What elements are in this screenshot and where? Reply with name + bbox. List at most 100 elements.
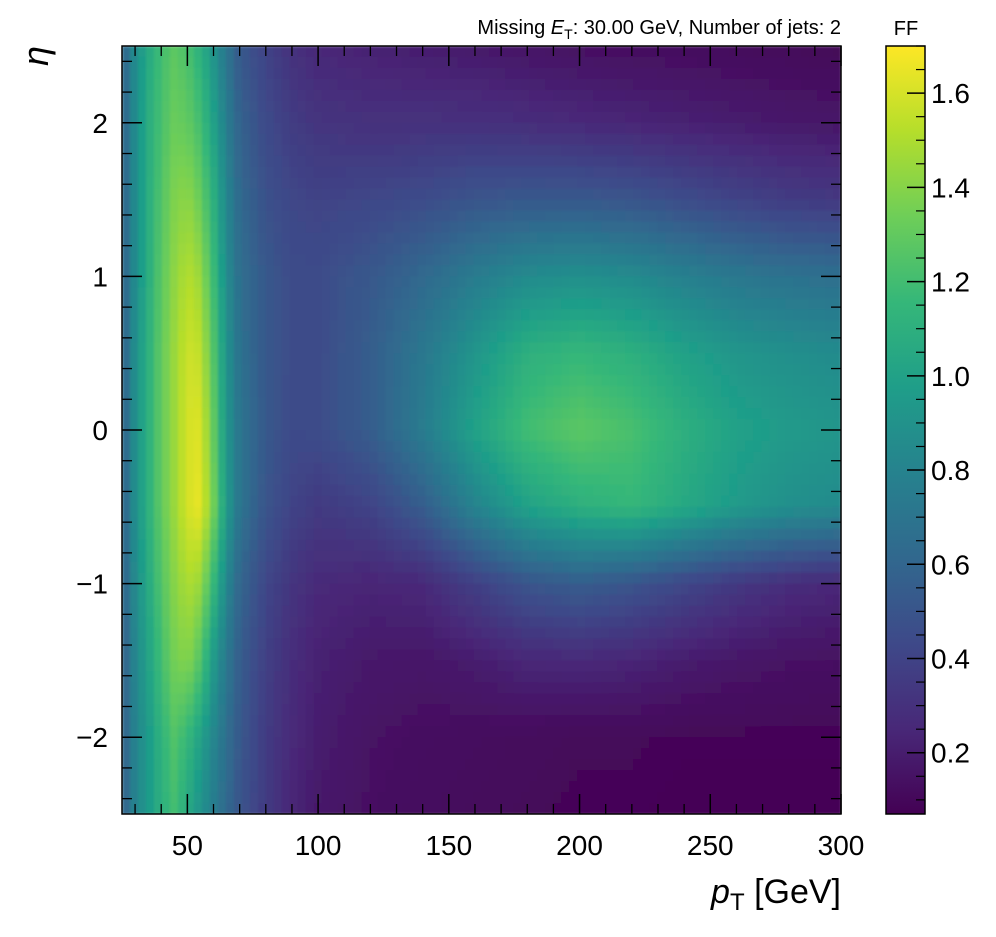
heatmap-cell bbox=[209, 616, 219, 629]
heatmap-cell bbox=[553, 353, 562, 365]
heatmap-cell bbox=[585, 517, 594, 530]
heatmap-cell bbox=[681, 309, 690, 321]
heatmap-cell bbox=[257, 342, 267, 354]
heatmap-cell bbox=[369, 144, 379, 157]
heatmap-cell bbox=[641, 440, 650, 453]
heatmap-cell bbox=[553, 78, 562, 91]
heatmap-cell bbox=[681, 605, 690, 618]
heatmap-cell bbox=[705, 67, 714, 80]
heatmap-cell bbox=[233, 495, 243, 508]
heatmap-cell bbox=[321, 111, 331, 124]
heatmap-cell bbox=[465, 342, 475, 354]
heatmap-cell bbox=[665, 89, 674, 102]
heatmap-cell bbox=[721, 111, 730, 124]
heatmap-cell bbox=[761, 397, 770, 409]
heatmap-cell bbox=[681, 408, 690, 420]
heatmap-cell bbox=[185, 265, 195, 277]
heatmap-cell bbox=[761, 276, 770, 288]
heatmap-cell bbox=[529, 111, 539, 124]
heatmap-cell bbox=[473, 594, 483, 607]
heatmap-cell bbox=[689, 89, 698, 102]
heatmap-cell bbox=[617, 517, 626, 530]
heatmap-cell bbox=[353, 89, 363, 102]
heatmap-cell bbox=[801, 473, 810, 486]
heatmap-cell bbox=[249, 539, 259, 552]
heatmap-cell bbox=[185, 100, 195, 113]
heatmap-cell bbox=[401, 331, 411, 343]
heatmap-cell bbox=[809, 265, 818, 277]
heatmap-cell bbox=[553, 473, 562, 486]
heatmap-cell bbox=[569, 287, 578, 299]
heatmap-cell bbox=[369, 638, 379, 651]
heatmap-cell bbox=[457, 440, 467, 453]
heatmap-cell bbox=[649, 627, 658, 640]
heatmap-cell bbox=[369, 550, 379, 563]
heatmap-cell bbox=[401, 46, 411, 58]
heatmap-cell bbox=[122, 594, 131, 607]
heatmap-cell bbox=[793, 561, 802, 574]
heatmap-cell bbox=[281, 397, 291, 409]
heatmap-cell bbox=[145, 506, 155, 519]
heatmap-cell bbox=[241, 550, 251, 563]
heatmap-cell bbox=[169, 210, 179, 223]
heatmap-cell bbox=[409, 572, 419, 585]
heatmap-cell bbox=[513, 320, 523, 332]
heatmap-cell bbox=[353, 473, 363, 486]
heatmap-cell bbox=[177, 210, 187, 223]
heatmap-cell bbox=[569, 46, 578, 58]
heatmap-cell bbox=[377, 397, 387, 409]
heatmap-cell bbox=[185, 440, 195, 453]
heatmap-cell bbox=[377, 506, 387, 519]
heatmap-cell bbox=[337, 265, 347, 277]
heatmap-cell bbox=[137, 528, 147, 541]
heatmap-cell bbox=[137, 517, 147, 530]
heatmap-cell bbox=[393, 298, 403, 310]
heatmap-cell bbox=[185, 320, 195, 332]
heatmap-cell bbox=[649, 594, 658, 607]
heatmap-cell bbox=[657, 440, 666, 453]
heatmap-cell bbox=[721, 287, 730, 299]
heatmap-cell bbox=[673, 386, 682, 398]
heatmap-cell bbox=[729, 133, 738, 146]
heatmap-cell bbox=[625, 408, 634, 420]
heatmap-cell bbox=[145, 386, 155, 398]
heatmap-cell bbox=[753, 265, 762, 277]
heatmap-cell bbox=[122, 583, 131, 596]
heatmap-cell bbox=[193, 243, 203, 256]
heatmap-cell bbox=[769, 144, 778, 157]
heatmap-cell bbox=[825, 111, 834, 124]
heatmap-cell bbox=[513, 583, 523, 596]
heatmap-cell bbox=[353, 254, 363, 267]
heatmap-cell bbox=[609, 495, 618, 508]
heatmap-cell bbox=[713, 364, 722, 376]
heatmap-cell bbox=[569, 67, 578, 80]
heatmap-cell bbox=[297, 462, 307, 475]
heatmap-cell bbox=[633, 166, 642, 179]
heatmap-cell bbox=[249, 561, 259, 574]
heatmap-cell bbox=[209, 440, 219, 453]
heatmap-cell bbox=[361, 276, 371, 288]
heatmap-cell bbox=[145, 616, 155, 629]
heatmap-cell bbox=[585, 56, 594, 69]
heatmap-cell bbox=[305, 561, 315, 574]
heatmap-cell bbox=[689, 638, 698, 651]
heatmap-cell bbox=[193, 221, 203, 234]
heatmap-cell bbox=[577, 375, 586, 387]
heatmap-cell bbox=[257, 364, 267, 376]
heatmap-cell bbox=[369, 649, 379, 661]
heatmap-cell bbox=[321, 627, 331, 640]
heatmap-cell bbox=[545, 89, 554, 102]
heatmap-cell bbox=[633, 243, 642, 256]
heatmap-cell bbox=[241, 78, 251, 91]
heatmap-cell bbox=[481, 133, 491, 146]
heatmap-cell bbox=[137, 78, 147, 91]
heatmap-cell bbox=[801, 232, 810, 245]
heatmap-cell bbox=[521, 462, 531, 475]
heatmap-cell bbox=[665, 451, 674, 464]
heatmap-cell bbox=[801, 243, 810, 256]
heatmap-cell bbox=[345, 46, 355, 58]
heatmap-cell bbox=[321, 199, 331, 212]
heatmap-cell bbox=[705, 430, 714, 442]
heatmap-cell bbox=[569, 506, 578, 519]
heatmap-cell bbox=[353, 133, 363, 146]
